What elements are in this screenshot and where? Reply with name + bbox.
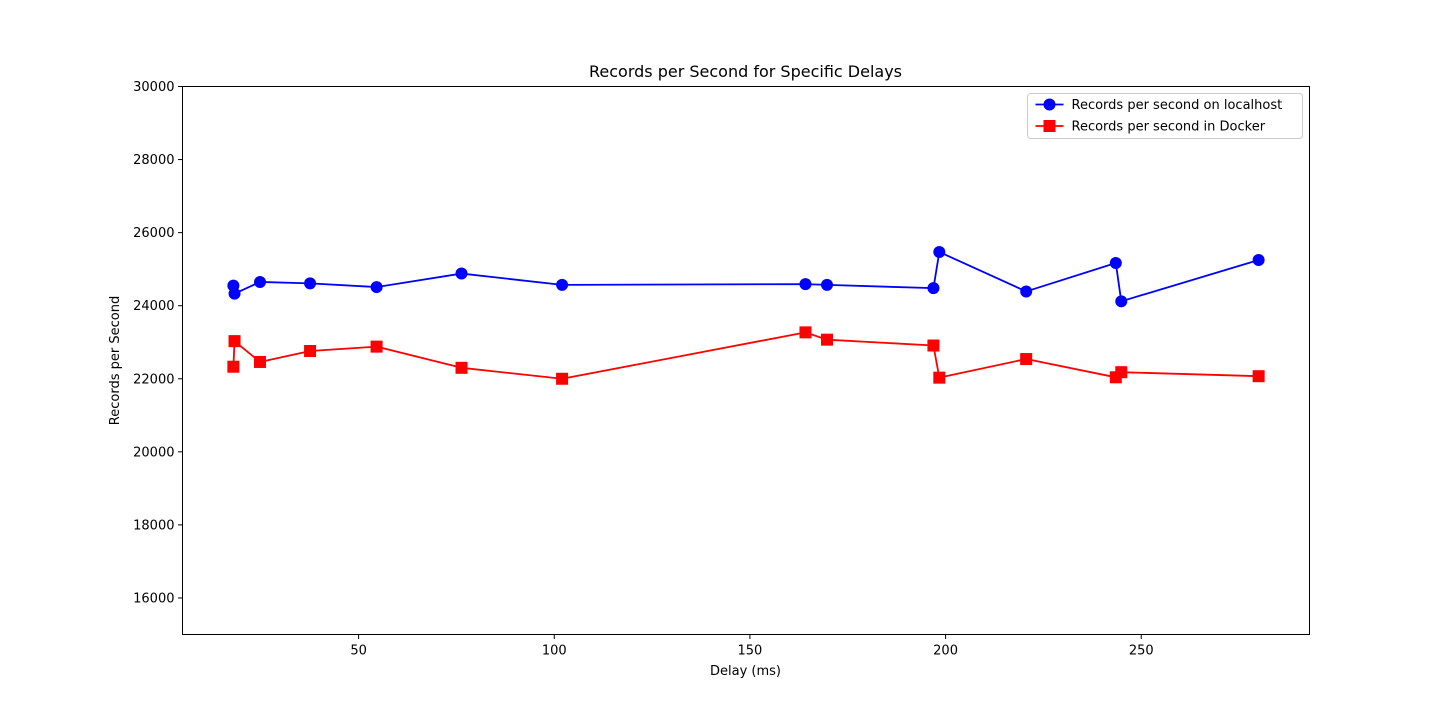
y-tick-label: 22000	[133, 372, 174, 387]
legend-marker-square	[1043, 120, 1056, 132]
x-tick-label: 150	[737, 644, 762, 659]
data-point-circle	[1020, 285, 1033, 298]
data-point-square	[227, 360, 240, 373]
series-2	[227, 326, 1265, 385]
data-point-circle	[370, 281, 383, 294]
series-1	[227, 245, 1265, 308]
y-tick-label: 20000	[133, 445, 174, 460]
data-point-square	[933, 371, 946, 384]
legend-box	[1027, 93, 1303, 139]
x-tick-label: 250	[1129, 644, 1154, 659]
x-tick-label: 50	[350, 644, 367, 659]
data-point-circle	[1252, 254, 1265, 267]
x-tick-label: 200	[933, 644, 958, 659]
y-tick-label: 30000	[133, 80, 174, 95]
data-point-circle	[1109, 256, 1122, 269]
data-point-square	[799, 326, 812, 339]
data-point-square	[1252, 370, 1265, 383]
y-tick-label: 16000	[133, 591, 174, 606]
data-point-circle	[1115, 295, 1128, 308]
data-point-circle	[927, 282, 940, 295]
legend-entry: Records per second on localhost	[1035, 98, 1283, 113]
y-axis-label: Records per Second	[108, 296, 123, 425]
data-point-square	[455, 361, 468, 374]
series-layer	[227, 245, 1265, 385]
x-axis-label: Delay (ms)	[710, 664, 781, 679]
y-tick-label: 26000	[133, 226, 174, 241]
data-point-square	[1115, 366, 1128, 379]
data-point-square	[821, 333, 834, 346]
data-point-square	[304, 345, 317, 358]
data-point-square	[927, 339, 940, 352]
data-point-circle	[228, 287, 241, 300]
data-point-circle	[556, 278, 569, 291]
y-tick-label: 18000	[133, 518, 174, 533]
axis-ticks: 50 100 150 200 250 16000 18000 20000 22000 24000 2…	[133, 80, 1154, 659]
plot-area-frame	[182, 86, 1310, 635]
legend: Records per second on localhost Records p…	[1027, 93, 1303, 139]
data-point-circle	[304, 277, 317, 290]
y-tick-label: 28000	[133, 153, 174, 168]
legend-entry: Records per second in Docker	[1035, 120, 1266, 135]
data-point-circle	[933, 245, 946, 258]
data-point-square	[253, 355, 266, 368]
data-point-circle	[799, 278, 812, 291]
data-point-square	[370, 340, 383, 353]
data-point-circle	[821, 278, 834, 291]
legend-label: Records per second on localhost	[1072, 98, 1283, 113]
data-point-circle	[455, 267, 468, 280]
x-tick-label: 100	[542, 644, 567, 659]
data-point-square	[1020, 353, 1033, 366]
legend-label: Records per second in Docker	[1072, 120, 1266, 135]
y-tick-label: 24000	[133, 299, 174, 314]
chart-title: Records per Second for Specific Delays	[589, 62, 902, 81]
data-point-square	[228, 335, 241, 348]
data-point-circle	[253, 275, 266, 288]
legend-marker-circle	[1043, 98, 1056, 111]
data-point-square	[556, 372, 569, 385]
